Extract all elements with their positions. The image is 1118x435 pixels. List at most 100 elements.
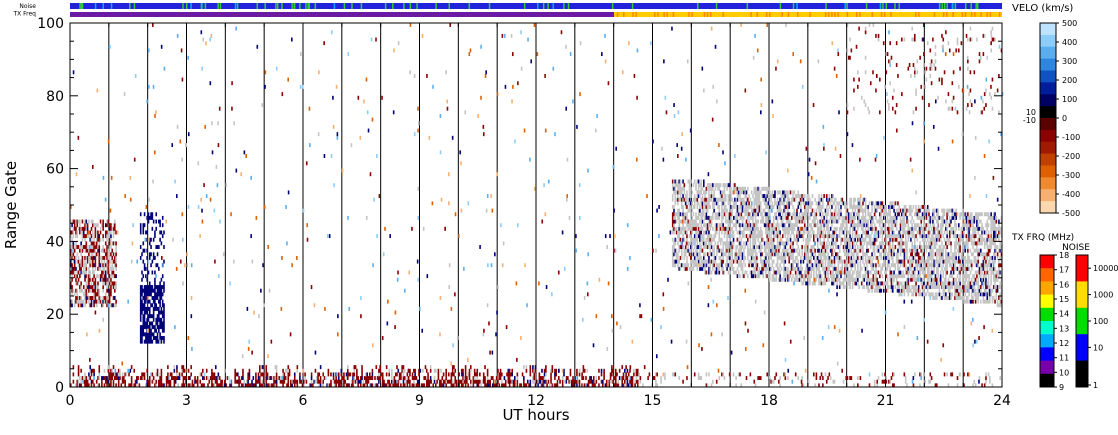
scatter-cell — [435, 368, 437, 373]
scatter-cell — [888, 285, 890, 290]
scatter-cell — [827, 223, 829, 228]
scatter-cell — [88, 285, 90, 290]
scatter-cell — [142, 332, 145, 337]
scatter-cell — [803, 226, 806, 231]
scatter-cell — [850, 223, 853, 228]
scatter-cell — [818, 259, 820, 264]
scatter-cell — [809, 205, 811, 209]
scatter-cell — [150, 285, 152, 290]
scatter-cell — [748, 263, 750, 268]
scatter-cell — [389, 383, 392, 388]
scatter-cell — [110, 383, 112, 388]
scatter-cell — [139, 339, 142, 344]
scatter-cell — [726, 263, 728, 268]
scatter-cell — [406, 383, 409, 388]
scatter-cell — [897, 234, 899, 239]
scatter-cell — [682, 208, 684, 213]
scatter-cell — [849, 226, 851, 231]
scatter-cell — [612, 379, 614, 384]
scatter-cell — [519, 383, 521, 388]
scatter-cell — [879, 263, 881, 268]
scatter-cell — [780, 201, 783, 206]
scatter-cell — [416, 379, 419, 384]
txfreq-mark — [635, 12, 637, 17]
scatter-cell — [750, 230, 753, 235]
scatter-cell — [866, 205, 868, 209]
scatter-cell — [151, 270, 154, 275]
scatter-cell — [90, 255, 93, 260]
scatter-cell — [730, 226, 732, 231]
scatter-cell — [784, 372, 787, 377]
scatter-cell — [771, 194, 774, 199]
noise-mark — [94, 3, 97, 9]
scatter-cell — [682, 205, 684, 209]
scatter-cell — [155, 321, 158, 326]
scatter-cell — [798, 197, 801, 202]
scatter-cell — [806, 237, 809, 242]
scatter-cell — [743, 226, 745, 231]
scatter-cell — [754, 219, 757, 224]
scatter-cell — [850, 277, 853, 282]
scatter-cell — [106, 255, 108, 260]
scatter-cell — [99, 219, 102, 224]
scatter-cell — [145, 372, 147, 377]
scatter-cell — [854, 281, 857, 286]
scatter-cell — [550, 368, 552, 373]
scatter-cell — [317, 376, 319, 381]
scatter-cell — [622, 372, 625, 377]
scatter-cell — [688, 223, 691, 228]
noise-mark — [611, 3, 614, 9]
scatter-cell — [90, 237, 93, 242]
scatter-cell — [744, 270, 746, 275]
scatter-cell — [766, 245, 769, 249]
scatter-cell — [357, 383, 359, 388]
scatter-cell — [330, 379, 332, 384]
scatter-cell — [833, 266, 836, 271]
scatter-cell — [151, 296, 154, 300]
scatter-cell — [679, 194, 682, 199]
scatter-cell — [614, 368, 617, 373]
scatter-cell — [148, 321, 151, 326]
scatter-cell — [229, 383, 231, 388]
scatter-cell — [265, 368, 268, 373]
scatter-cell — [154, 383, 156, 388]
scatter-cell — [833, 230, 836, 235]
scatter-cell — [841, 259, 844, 264]
scatter-cell — [642, 383, 644, 388]
scatter-cell — [401, 365, 403, 370]
scatter-cell — [845, 219, 847, 224]
scatter-cell — [696, 201, 699, 206]
scatter-cell — [749, 223, 752, 228]
scatter-cell — [721, 372, 723, 377]
scatter-cell — [783, 252, 785, 257]
scatter-cell — [347, 368, 349, 373]
scatter-cell — [94, 252, 97, 257]
scatter-cell — [789, 241, 792, 246]
scatter-cell — [801, 234, 803, 239]
scatter-cell — [680, 248, 683, 253]
scatter-cell — [754, 201, 757, 206]
scatter-cell — [257, 376, 260, 381]
scatter-cell — [682, 197, 684, 202]
scatter-cell — [701, 212, 704, 217]
scatter-cell — [746, 208, 749, 213]
scatter-cell — [735, 245, 737, 249]
scatter-cell — [810, 263, 813, 268]
scatter-cell — [605, 383, 608, 388]
scatter-cell — [708, 190, 710, 195]
scatter-cell — [679, 266, 682, 271]
scatter-cell — [721, 263, 723, 268]
scatter-cell — [182, 368, 185, 373]
scatter-cell — [106, 219, 108, 224]
scatter-cell — [722, 372, 724, 377]
noise-mark — [236, 3, 239, 9]
scatter-cell — [740, 241, 743, 246]
scatter-cell — [598, 368, 600, 373]
noise-mark — [448, 3, 450, 9]
scatter-cell — [770, 237, 772, 242]
scatter-cell — [868, 241, 871, 246]
scatter-cell — [873, 205, 876, 209]
scatter-cell — [820, 277, 823, 282]
scatter-cell — [745, 376, 748, 381]
scatter-cell — [728, 190, 731, 195]
